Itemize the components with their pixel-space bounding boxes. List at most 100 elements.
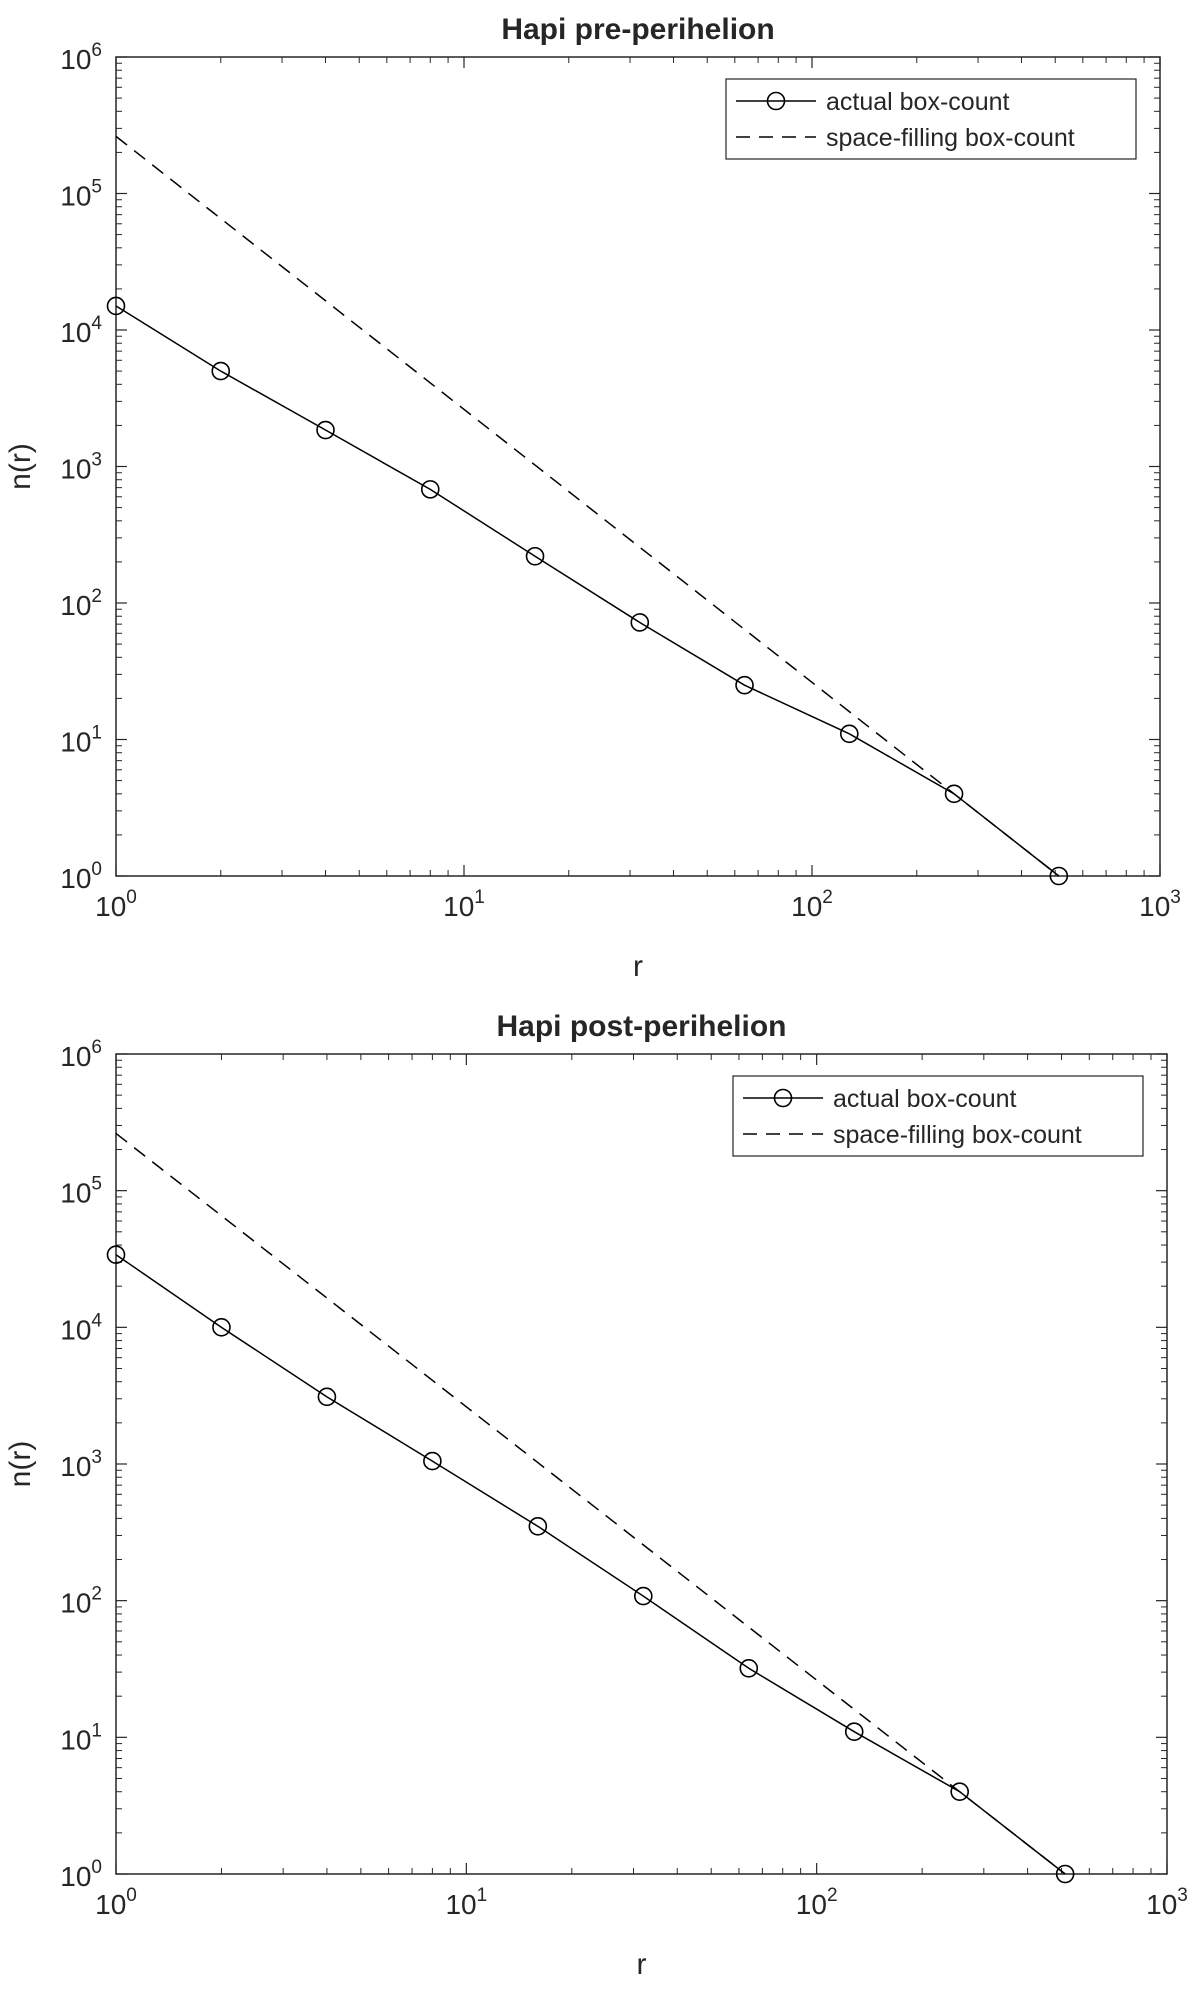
x-tick-exponent: 0 <box>126 1885 137 1906</box>
y-tick-base: 10 <box>60 1724 91 1755</box>
data-point-marker <box>317 1387 337 1407</box>
legend-entry-label: actual box-count <box>826 88 1010 116</box>
data-point-marker <box>1049 866 1069 886</box>
y-tick-label: 104 <box>60 313 102 348</box>
legend-box <box>732 1075 1144 1157</box>
data-point-marker <box>528 1517 548 1536</box>
chart-title: Hapi post-perihelion <box>496 1010 786 1043</box>
y-axis-label: n(r) <box>4 1441 37 1488</box>
y-tick-label: 105 <box>60 1174 102 1209</box>
x-tick-label: 102 <box>796 1885 838 1920</box>
legend-entry-label: actual box-count <box>833 1085 1017 1113</box>
y-tick-exponent: 6 <box>91 1037 102 1058</box>
x-axis-label: r <box>633 950 643 983</box>
y-tick-exponent: 2 <box>91 586 102 607</box>
y-tick-exponent: 5 <box>91 1174 102 1195</box>
y-tick-label: 105 <box>60 177 102 212</box>
data-point-marker <box>1055 1864 1075 1884</box>
y-tick-label: 106 <box>60 1037 102 1072</box>
data-point-marker <box>944 784 964 804</box>
axes-frame <box>115 1053 1168 1875</box>
y-tick-label: 104 <box>60 1310 102 1345</box>
x-tick-label: 103 <box>1139 887 1181 922</box>
y-tick-base: 10 <box>60 590 91 621</box>
x-tick-exponent: 1 <box>477 1885 488 1906</box>
data-point-marker <box>634 1586 653 1606</box>
y-tick-label: 102 <box>60 586 102 621</box>
actual-series-line <box>115 305 1060 877</box>
space-filling-series-line <box>115 1132 1066 1875</box>
data-point-marker <box>735 675 754 695</box>
x-tick-base: 10 <box>1146 1889 1177 1920</box>
x-tick-label: 100 <box>95 1885 137 1920</box>
data-point-marker <box>423 1451 442 1471</box>
y-tick-base: 10 <box>60 1178 91 1209</box>
y-tick-base: 10 <box>60 1861 91 1892</box>
data-point-marker <box>840 724 859 744</box>
y-tick-base: 10 <box>60 1451 91 1482</box>
x-tick-exponent: 1 <box>474 887 485 908</box>
x-tick-base: 10 <box>796 1889 827 1920</box>
y-axis-label: n(r) <box>4 443 37 490</box>
y-tick-label: 100 <box>60 1857 102 1892</box>
x-tick-exponent: 3 <box>1177 1885 1188 1906</box>
x-tick-base: 10 <box>1139 891 1170 922</box>
legend-entry-label: space-filling box-count <box>826 124 1075 152</box>
x-tick-label: 101 <box>443 887 485 922</box>
data-point-marker <box>630 613 650 632</box>
data-point-marker <box>212 1318 231 1337</box>
x-tick-base: 10 <box>95 1889 126 1920</box>
y-tick-exponent: 6 <box>91 40 102 61</box>
y-tick-base: 10 <box>60 317 91 348</box>
y-tick-base: 10 <box>60 1588 91 1619</box>
x-tick-exponent: 2 <box>822 887 833 908</box>
y-tick-base: 10 <box>60 181 91 212</box>
y-tick-exponent: 3 <box>91 450 102 471</box>
x-tick-base: 10 <box>445 1889 476 1920</box>
y-tick-exponent: 2 <box>91 1584 102 1605</box>
y-tick-base: 10 <box>60 727 91 758</box>
data-point-marker <box>739 1658 759 1678</box>
data-point-marker <box>316 420 335 440</box>
data-point-marker <box>844 1722 864 1741</box>
x-tick-base: 10 <box>443 891 474 922</box>
data-point-marker <box>420 480 440 499</box>
y-tick-exponent: 3 <box>91 1447 102 1468</box>
y-tick-exponent: 0 <box>91 1857 102 1878</box>
chart-title: Hapi pre-perihelion <box>501 13 774 46</box>
y-tick-label: 100 <box>60 859 102 894</box>
space-filling-series-line <box>115 135 1060 877</box>
y-tick-label: 101 <box>60 1720 102 1755</box>
legend-box <box>725 78 1137 160</box>
y-tick-base: 10 <box>60 44 91 75</box>
legend-entry-label: space-filling box-count <box>833 1121 1082 1149</box>
x-tick-label: 102 <box>791 887 833 922</box>
data-point-marker <box>950 1782 969 1802</box>
y-tick-base: 10 <box>60 454 91 485</box>
y-tick-label: 103 <box>60 450 102 485</box>
y-tick-label: 103 <box>60 1447 102 1482</box>
x-tick-exponent: 3 <box>1170 887 1181 908</box>
legend-swatch-marker <box>766 91 786 111</box>
y-tick-label: 101 <box>60 723 102 758</box>
legend-swatch-marker <box>773 1088 793 1108</box>
x-axis-label: r <box>637 1948 647 1981</box>
data-point-marker <box>211 361 231 381</box>
x-tick-exponent: 2 <box>827 1885 838 1906</box>
y-tick-base: 10 <box>60 1314 91 1345</box>
axes-frame <box>115 56 1161 877</box>
x-tick-label: 100 <box>95 887 137 922</box>
data-point-marker <box>525 546 545 566</box>
y-tick-base: 10 <box>60 1041 91 1072</box>
y-tick-exponent: 0 <box>91 859 102 880</box>
y-tick-exponent: 1 <box>91 723 102 744</box>
x-tick-label: 101 <box>445 1885 487 1920</box>
x-tick-exponent: 0 <box>126 887 137 908</box>
actual-series-line <box>115 1254 1066 1875</box>
y-tick-label: 102 <box>60 1584 102 1619</box>
y-tick-exponent: 1 <box>91 1720 102 1741</box>
y-tick-base: 10 <box>60 863 91 894</box>
data-point-marker <box>106 296 126 316</box>
